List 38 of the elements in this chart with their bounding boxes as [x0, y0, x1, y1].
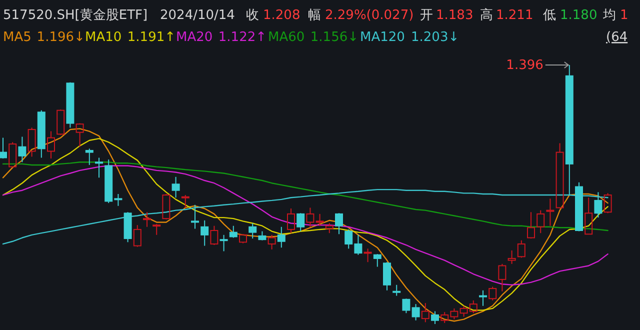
- text: 开: [420, 8, 433, 23]
- annotation: 1.396: [506, 58, 544, 73]
- text: MA60: [268, 30, 305, 45]
- candlestick: [364, 248, 372, 263]
- candlestick: [191, 204, 199, 230]
- text: 1.203↓: [411, 30, 460, 45]
- candlestick: [306, 207, 314, 228]
- chart-subtitle: 2024/10/14: [160, 8, 235, 23]
- text: 低: [543, 8, 556, 23]
- text: (64: [606, 30, 628, 45]
- candlestick: [229, 225, 238, 238]
- text: 1.211: [496, 8, 534, 23]
- candlestick: [200, 220, 209, 246]
- text: 1.208: [263, 8, 300, 23]
- text: 2.29%(0.027): [325, 8, 414, 23]
- text: 高: [480, 7, 493, 23]
- candlestick: [546, 198, 554, 226]
- text: 1.156↓: [310, 30, 359, 45]
- text: 1.180: [560, 8, 598, 23]
- text: 1.183: [436, 8, 474, 23]
- text: 均: [602, 8, 616, 23]
- candlestick: [268, 234, 276, 250]
- candlestick: [172, 176, 180, 198]
- candlestick: [47, 130, 55, 159]
- candlestick: [143, 212, 151, 228]
- text: MA20: [176, 30, 213, 45]
- text: 1: [620, 8, 628, 23]
- text: 1.196↓: [36, 30, 85, 45]
- text: 1.191↑: [127, 30, 176, 45]
- chart-title: 517520.SH[黄金股ETF]: [3, 8, 148, 23]
- text: 1.122↑: [218, 30, 267, 45]
- candlestick: [316, 213, 324, 226]
- text: MA10: [85, 30, 122, 45]
- candlestick: [479, 290, 487, 306]
- text: MA120: [360, 30, 405, 45]
- text: 收: [246, 8, 259, 23]
- text: 幅: [308, 8, 321, 23]
- text: MA5: [3, 30, 32, 45]
